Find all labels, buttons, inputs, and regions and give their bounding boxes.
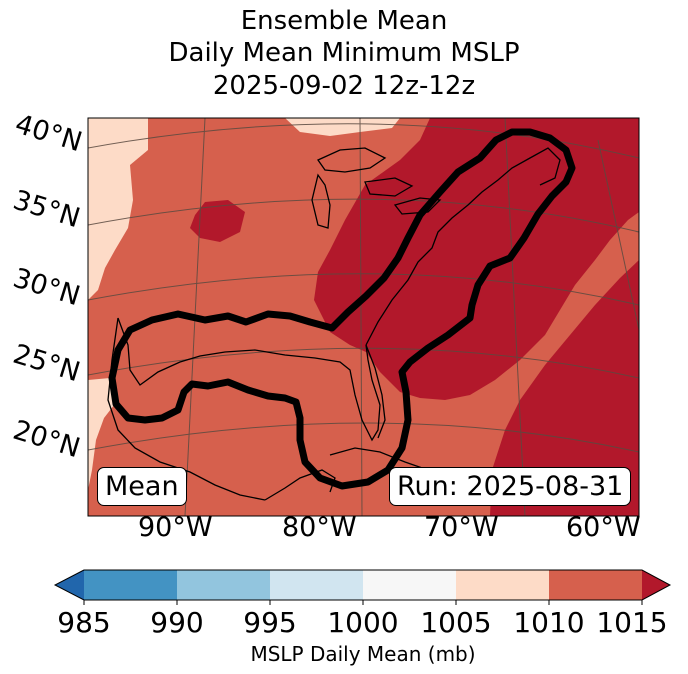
mslp-field: [88, 118, 639, 516]
title-line-1: Ensemble Mean: [240, 6, 448, 36]
lon-label-90w: 90°W: [138, 512, 213, 543]
mean-label: Mean: [97, 467, 187, 506]
title-line-3: 2025-09-02 12z-12z: [212, 71, 476, 101]
colorbar-bin-1005-1010: [456, 570, 549, 600]
colorbar-bin-1000-1005: [363, 570, 456, 600]
colorbar-ticks: [83, 600, 643, 605]
colorbar-tick-990: 990: [150, 606, 204, 639]
mslp-region-1005-1010-west: [88, 118, 148, 300]
colorbar-tick-1005: 1005: [420, 606, 492, 639]
lon-label-70w: 70°W: [424, 512, 499, 543]
run-date-label: Run: 2025-08-31: [389, 467, 632, 506]
colorbar-bin-990-995: [177, 570, 270, 600]
mslp-region-1015-atlantic: [490, 260, 639, 516]
colorbar-bin-1010-1015: [549, 570, 642, 600]
mslp-region-1015-plains: [190, 200, 245, 242]
colorbar-tick-1010: 1010: [513, 606, 585, 639]
lon-label-80w: 80°W: [282, 512, 357, 543]
ensemble-contour: [108, 128, 576, 490]
colorbar-tick-1015: 1015: [596, 606, 668, 639]
colorbar-bin-985-990: [84, 570, 177, 600]
colorbar-extend-low: [55, 570, 84, 600]
mslp-region-1005-1010-north: [285, 118, 400, 136]
title-line-2: Daily Mean Minimum MSLP: [168, 38, 520, 68]
lon-label-60w: 60°W: [566, 512, 641, 543]
colorbar-bin-995-1000: [270, 570, 363, 600]
colorbar-title: MSLP Daily Mean (mb): [250, 642, 476, 666]
colorbar-tick-995: 995: [243, 606, 297, 639]
colorbar-extend-high: [642, 570, 670, 600]
colorbar-tick-1000: 1000: [327, 606, 399, 639]
colorbar: [53, 569, 672, 605]
colorbar-tick-985: 985: [57, 606, 111, 639]
map-frame: [87, 117, 640, 517]
